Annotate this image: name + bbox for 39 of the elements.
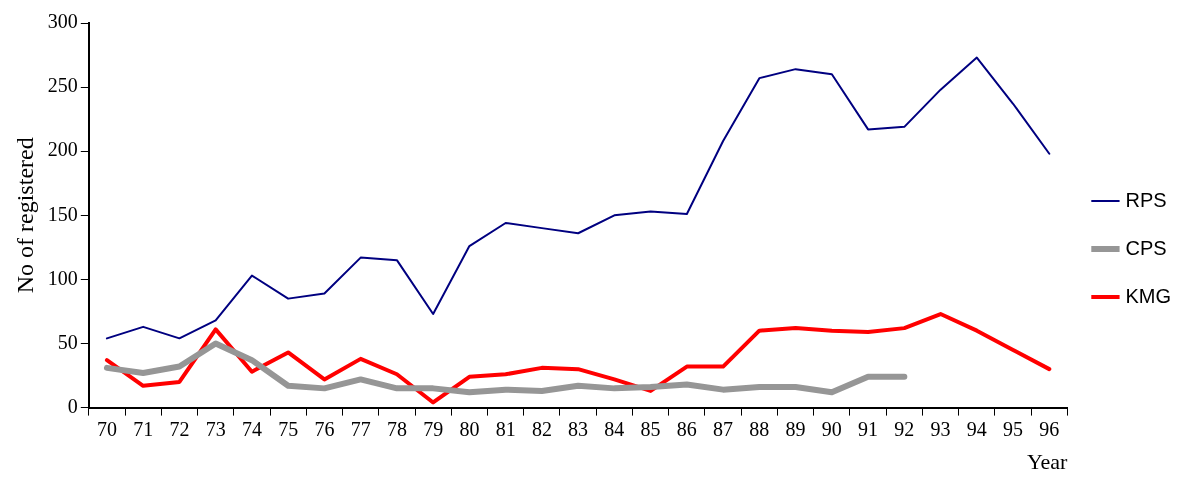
x-tick-label: 78 — [386, 417, 407, 440]
x-tick-label: 76 — [314, 417, 335, 440]
legend-label: KMG — [1125, 284, 1172, 307]
x-tick-label: 91 — [858, 417, 879, 440]
y-tick-label: 150 — [47, 202, 78, 225]
y-tick-label: 0 — [67, 394, 78, 417]
x-tick-label: 95 — [1003, 417, 1024, 440]
y-tick-label: 100 — [47, 266, 78, 289]
x-tick-label: 87 — [713, 417, 734, 440]
x-tick-label: 70 — [96, 417, 117, 440]
x-tick-label: 79 — [423, 417, 444, 440]
x-tick-label: 77 — [350, 417, 371, 440]
x-tick-label: 84 — [604, 417, 625, 440]
y-tick-label: 250 — [47, 74, 78, 97]
x-tick-label: 89 — [785, 417, 806, 440]
legend-label: RPS — [1125, 188, 1167, 211]
x-tick-label: 94 — [966, 417, 987, 440]
x-tick-label: 80 — [459, 417, 480, 440]
x-tick-label: 82 — [531, 417, 552, 440]
legend-label: CPS — [1125, 236, 1167, 259]
x-tick-label: 75 — [278, 417, 299, 440]
x-tick-label: 96 — [1039, 417, 1060, 440]
x-tick-label: 86 — [676, 417, 697, 440]
x-tick-label: 73 — [205, 417, 226, 440]
x-tick-label: 81 — [495, 417, 516, 440]
y-tick-label: 300 — [47, 10, 78, 33]
y-axis-title: No of registered — [11, 137, 38, 294]
x-tick-label: 83 — [568, 417, 589, 440]
x-axis-title: Year — [1026, 448, 1069, 474]
x-tick-label: 71 — [133, 417, 154, 440]
x-tick-label: 92 — [894, 417, 915, 440]
x-tick-label: 93 — [930, 417, 951, 440]
x-tick-label: 85 — [640, 417, 661, 440]
x-tick-label: 88 — [749, 417, 770, 440]
x-tick-label: 90 — [821, 417, 842, 440]
y-tick-label: 50 — [57, 330, 78, 353]
x-tick-label: 74 — [241, 417, 262, 440]
y-tick-label: 200 — [47, 138, 78, 161]
x-tick-label: 72 — [169, 417, 190, 440]
